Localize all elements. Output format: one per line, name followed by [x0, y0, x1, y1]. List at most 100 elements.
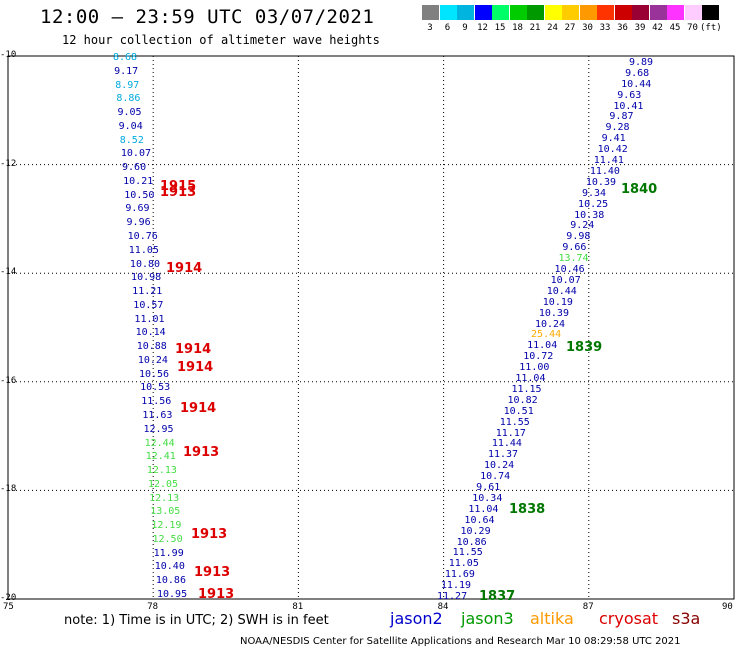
swh-value: 12.95 — [143, 423, 174, 435]
swh-value: 9.04 — [118, 120, 143, 132]
swh-value: 9.17 — [114, 65, 139, 77]
pass-time-label: 1914 — [177, 360, 214, 375]
swh-value: 10.53 — [140, 382, 171, 394]
swh-value: 10.40 — [154, 561, 185, 573]
pass-time-label: 1837 — [479, 589, 516, 604]
pass-time-label: 1839 — [566, 340, 603, 355]
swh-value: 8.86 — [116, 93, 141, 105]
scale-swatch — [579, 5, 597, 20]
swh-value: 10.64 — [464, 514, 495, 526]
swh-value: 10.25 — [578, 198, 609, 210]
scale-label: 9 — [462, 23, 468, 33]
scale-label: 39 — [634, 23, 646, 33]
pass-time-label: 1913 — [198, 587, 235, 602]
swh-value: 10.88 — [136, 341, 167, 353]
swh-value: 11.40 — [589, 165, 620, 177]
swh-value: 9.61 — [476, 482, 501, 494]
scale-label: 45 — [669, 23, 681, 33]
swh-value: 9.66 — [562, 242, 587, 254]
swh-value: 9.24 — [570, 220, 595, 232]
swh-value: 11.04 — [527, 340, 558, 352]
swh-value: 11.15 — [511, 383, 542, 395]
swh-value: 10.56 — [138, 368, 170, 380]
swh-value: 10.24 — [534, 318, 566, 330]
scale-label: 21 — [529, 23, 541, 33]
plot-frame — [7, 55, 735, 600]
swh-value: 12.13 — [146, 465, 177, 477]
scale-swatch — [527, 5, 544, 20]
swh-value: 10.19 — [542, 296, 573, 308]
y-tick-label: -12 — [0, 158, 17, 169]
y-tick-label: -18 — [0, 484, 17, 495]
swh-value: 11.05 — [128, 244, 159, 256]
swh-value: 11.04 — [468, 503, 499, 515]
scale-label: 33 — [599, 23, 611, 33]
page-subtitle: 12 hour collection of altimeter wave hei… — [62, 33, 380, 47]
swh-value: 10.72 — [523, 351, 554, 363]
swh-value: 8.97 — [115, 79, 140, 91]
swh-value: 11.55 — [452, 547, 483, 559]
pass-time-label: 1914 — [166, 261, 203, 276]
scale-label: 6 — [444, 23, 451, 33]
scale-swatch — [702, 5, 719, 20]
scale-label: (ft) — [700, 23, 722, 33]
swh-value: 11.55 — [499, 416, 530, 428]
swh-value: 11.63 — [142, 410, 173, 421]
swh-value: 10.57 — [133, 299, 164, 311]
swh-value: 10.82 — [507, 394, 538, 406]
swh-value: 9.28 — [605, 122, 630, 134]
swh-value: 10.07 — [120, 148, 151, 160]
swh-value: 11.99 — [153, 547, 184, 559]
swh-value: 9.60 — [122, 162, 147, 174]
swh-value: 10.24 — [137, 354, 168, 366]
swh-value: 10.07 — [550, 274, 581, 286]
swh-value: 10.39 — [585, 176, 616, 188]
swh-value: 11.00 — [519, 362, 550, 374]
swh-value: 9.96 — [126, 217, 151, 229]
y-tick-label: -14 — [0, 267, 17, 278]
swh-value: 12.50 — [152, 533, 183, 545]
swh-value: 11.27 — [437, 591, 468, 602]
swh-value: 9.69 — [125, 203, 150, 215]
swh-value: 10.39 — [538, 307, 569, 319]
swh-value: 11.44 — [491, 438, 522, 450]
pass-time-label: 1914 — [175, 342, 212, 357]
swh-value: 9.34 — [581, 187, 607, 199]
swh-value: 10.50 — [124, 189, 155, 201]
swh-value: 10.51 — [503, 405, 534, 417]
scale-label: 24 — [547, 23, 558, 33]
swh-value: 8.68 — [113, 52, 138, 63]
y-tick-label: -16 — [0, 375, 17, 386]
swh-value: 10.14 — [135, 327, 166, 339]
pass-time-label: 1838 — [509, 502, 546, 517]
swh-value: 12.13 — [149, 492, 180, 504]
scale-label: 18 — [512, 23, 523, 33]
swh-value: 12.05 — [147, 478, 179, 490]
scale-label: 36 — [617, 23, 628, 33]
swh-value: 10.98 — [131, 272, 162, 284]
swh-value: 10.46 — [554, 264, 585, 276]
x-tick-label: 87 — [582, 602, 594, 612]
swh-value: 10.29 — [460, 525, 491, 537]
pass-time-label: 1840 — [621, 182, 658, 197]
legend-item-jason3: jason3 — [461, 609, 514, 628]
pass-time-label: 1913 — [194, 565, 231, 580]
swh-value: 11.05 — [448, 558, 479, 570]
x-tick-label: 78 — [147, 602, 159, 612]
x-tick-label: 81 — [292, 602, 304, 612]
swh-value: 13.74 — [558, 253, 589, 265]
swh-value: 9.63 — [617, 89, 642, 101]
swh-value: 10.42 — [597, 144, 628, 156]
y-tick-label: -20 — [0, 593, 17, 603]
legend-item-cryosat: cryosat — [599, 609, 659, 628]
swh-value: 11.69 — [444, 569, 475, 581]
scale-swatch — [684, 5, 702, 20]
scale-label: 12 — [477, 23, 488, 33]
swh-value: 9.05 — [117, 107, 142, 119]
pass-time-label: 1915 — [160, 179, 197, 194]
swh-value: 10.38 — [574, 209, 605, 221]
scale-swatch — [649, 5, 667, 20]
swh-value: 12.41 — [145, 451, 176, 463]
swh-value: 9.87 — [609, 111, 634, 123]
pass-time-label: 1914 — [180, 401, 217, 416]
